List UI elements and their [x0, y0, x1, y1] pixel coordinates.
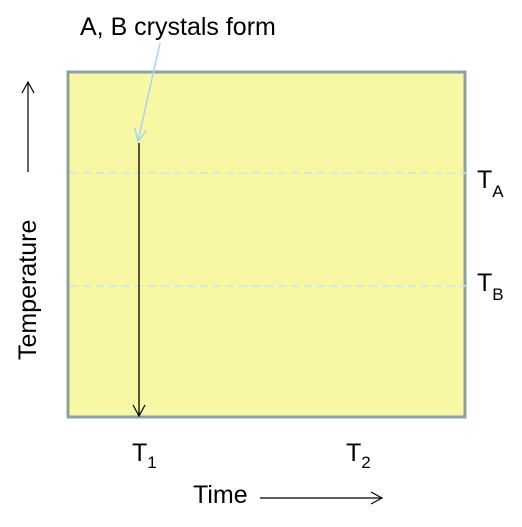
level-label-a: TA — [477, 166, 504, 201]
time-label-1: T1 — [132, 439, 157, 472]
x-axis-label: Time — [193, 481, 248, 509]
plot-region — [66, 70, 467, 419]
y-axis-label: Temperature — [14, 220, 42, 360]
level-label-b: TB — [477, 269, 504, 304]
time-label-2: T2 — [346, 439, 371, 472]
annotation-callout-arrow — [133, 42, 161, 143]
crystal-formation-annotation: A, B crystals form — [80, 13, 276, 41]
